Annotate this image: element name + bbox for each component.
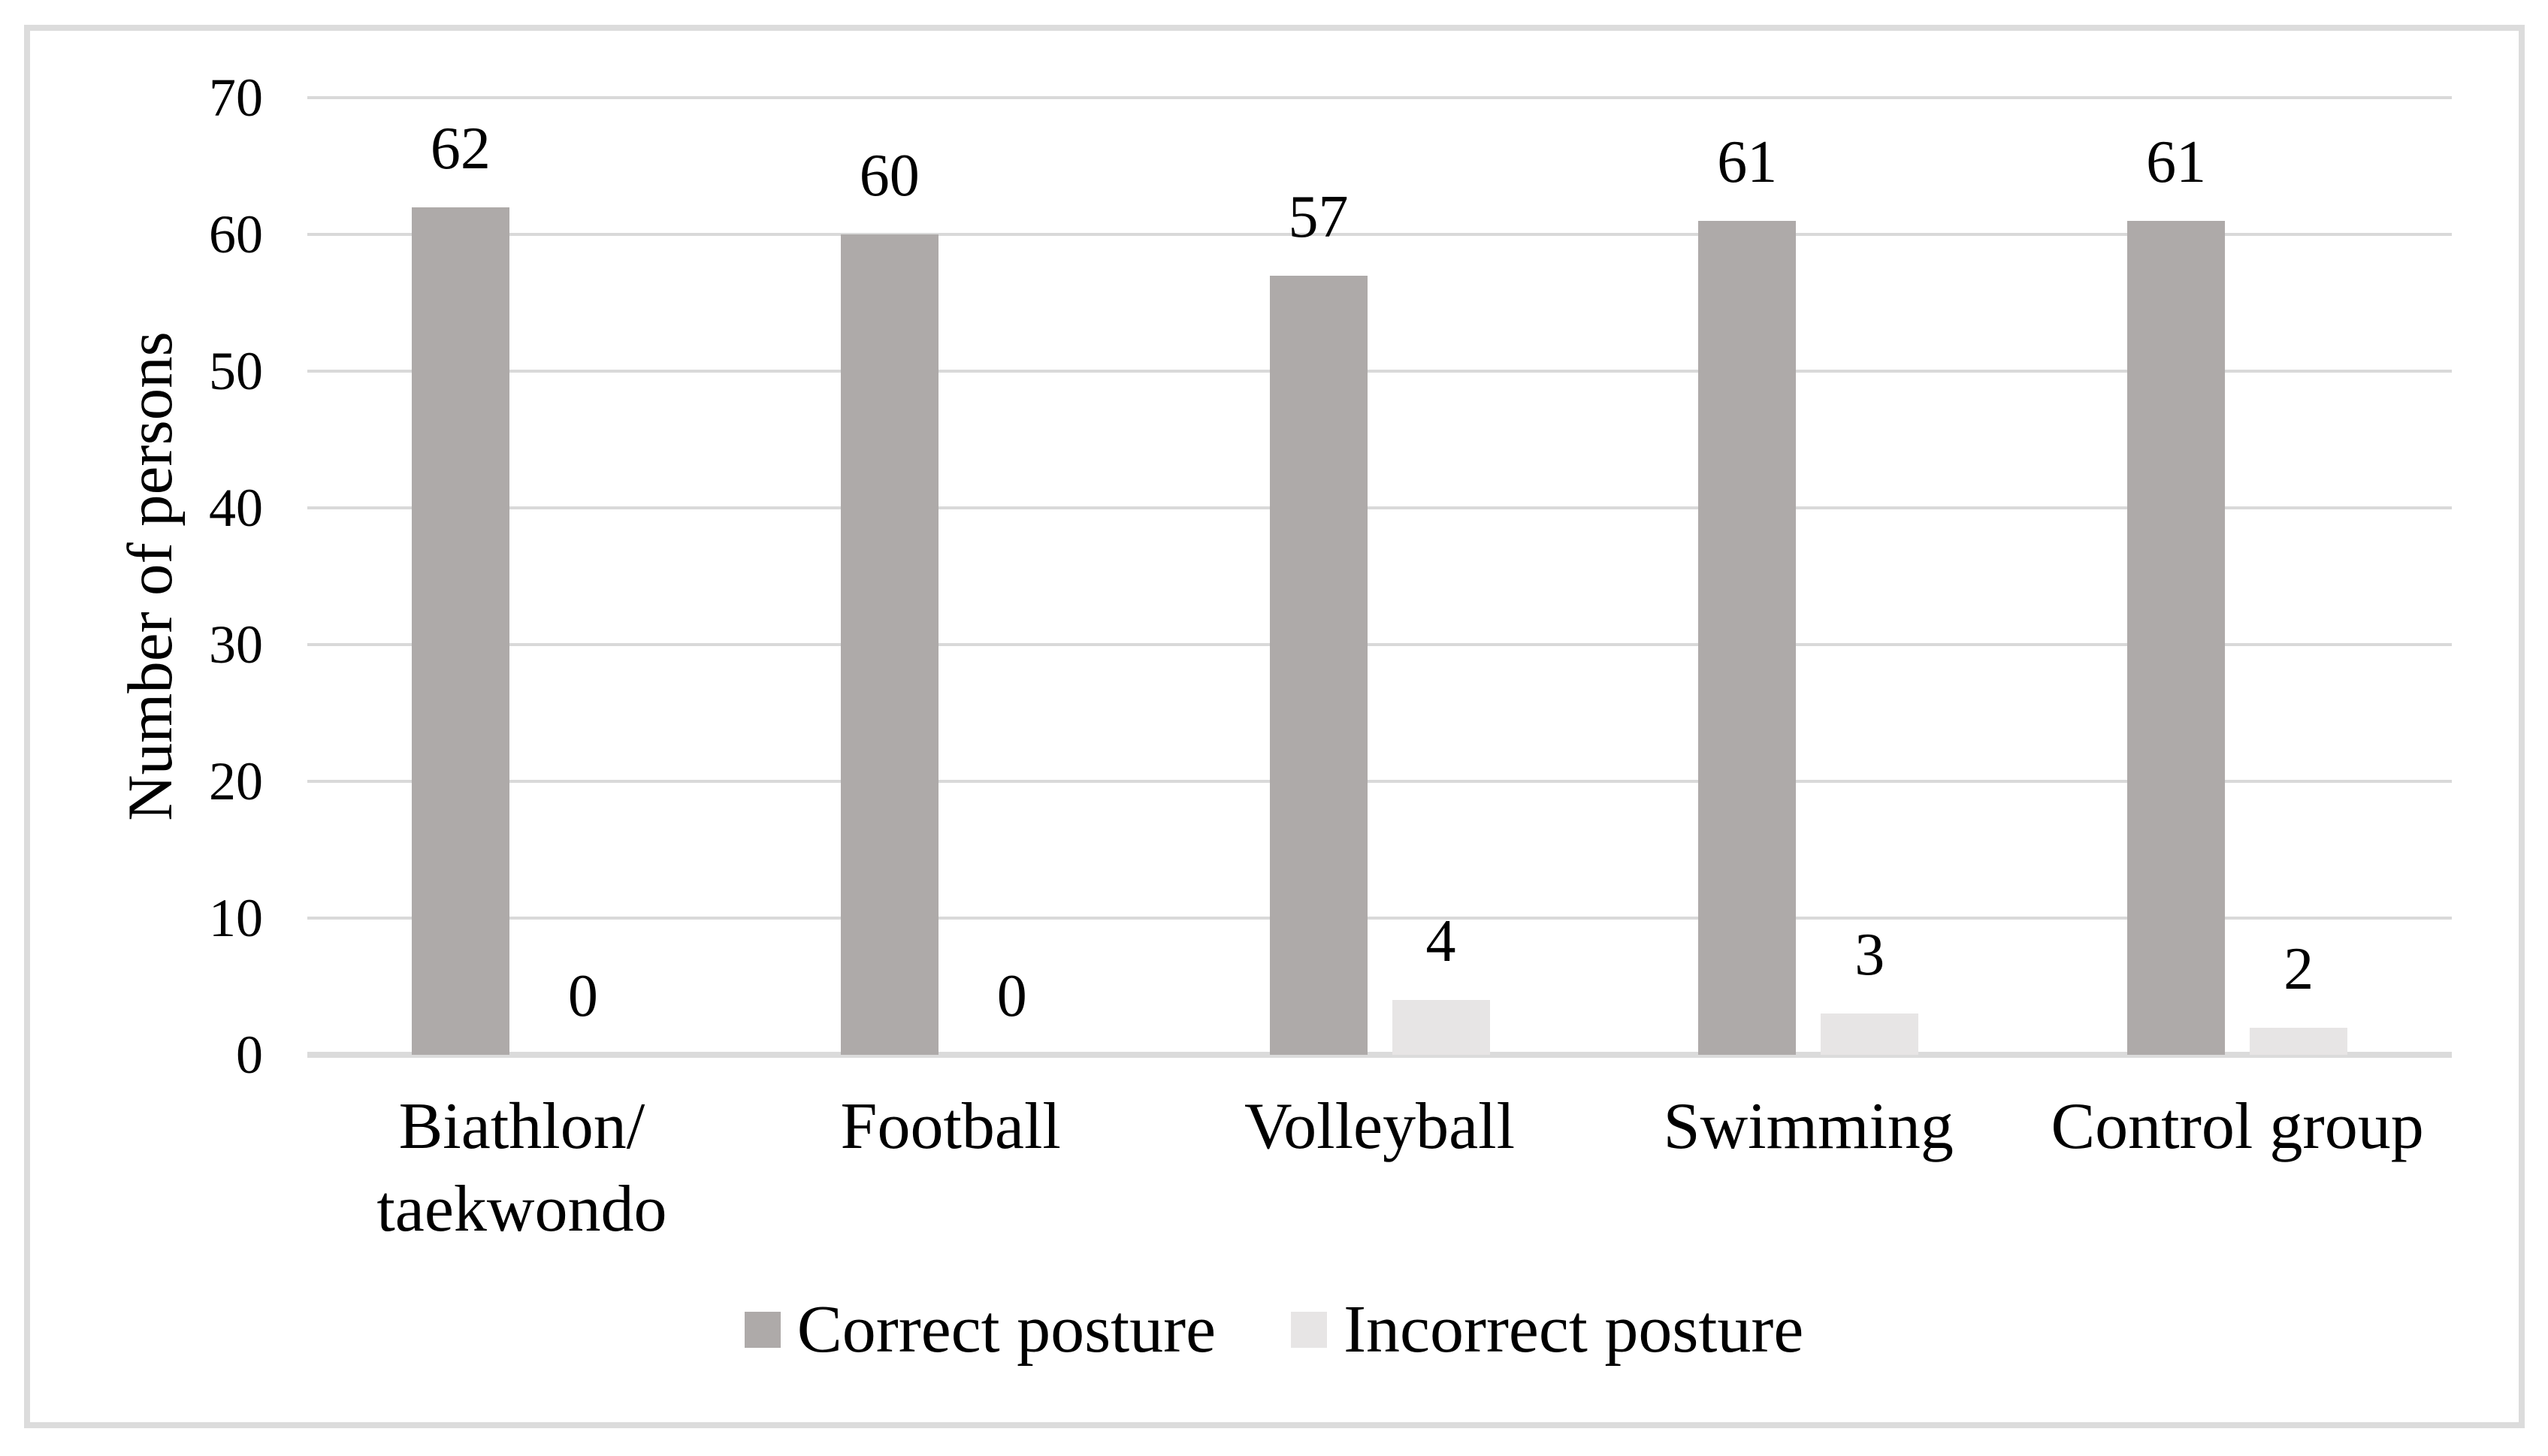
bar [411,207,509,1055]
y-tick-label: 10 [209,888,263,948]
plot-area: 62 0 60 0 57 4 61 3 61 2 [307,96,2452,1058]
bar [840,234,938,1055]
gridline [307,917,2452,920]
x-axis-label: Swimming [1663,1090,1954,1163]
y-tick-label: 50 [209,341,263,401]
legend-swatch-icon [744,1312,781,1348]
y-tick-label: 70 [209,68,263,128]
x-axis-line [307,1052,2452,1058]
bar-value-label: 62 [430,115,491,182]
bar-value-label: 57 [1288,183,1349,250]
bar-value-label: 60 [859,143,920,209]
bar-value-label: 4 [1425,908,1456,975]
bar [1698,220,1797,1055]
bar [1821,1013,1919,1055]
y-tick-label: 20 [209,751,263,811]
y-tick-label: 30 [209,615,263,675]
legend-swatch-icon [1291,1312,1328,1348]
bar [2250,1027,2348,1055]
gridline [307,780,2452,783]
gridline [307,643,2452,646]
legend: Correct posture Incorrect posture [0,1294,2548,1366]
bar-value-label: 61 [2146,128,2207,195]
bar [1269,275,1368,1055]
x-axis-label: Control group [2051,1090,2424,1163]
legend-item: Incorrect posture [1291,1294,1803,1366]
y-tick-label: 60 [209,204,263,264]
chart-border [24,25,2525,1428]
x-axis-label: Volleyball [1244,1090,1516,1163]
bar-value-label: 0 [567,963,598,1029]
y-tick-label: 0 [236,1025,263,1085]
x-axis-label: Football [840,1090,1061,1163]
bar-value-label: 0 [996,963,1027,1029]
x-axis-label: Biathlon/ taekwondo [376,1090,667,1246]
gridline [307,370,2452,373]
bar-value-label: 2 [2284,935,2314,1002]
gridline [307,506,2452,509]
bar-value-label: 3 [1854,922,1885,989]
bar [1392,1000,1490,1055]
legend-label: Correct posture [796,1292,1217,1367]
bar-value-label: 61 [1717,128,1778,195]
y-tick-label: 40 [209,478,263,538]
legend-item: Correct posture [744,1292,1217,1367]
legend-label: Incorrect posture [1344,1292,1804,1367]
bar [2127,220,2226,1055]
gridline [307,96,2452,99]
gridline [307,233,2452,236]
